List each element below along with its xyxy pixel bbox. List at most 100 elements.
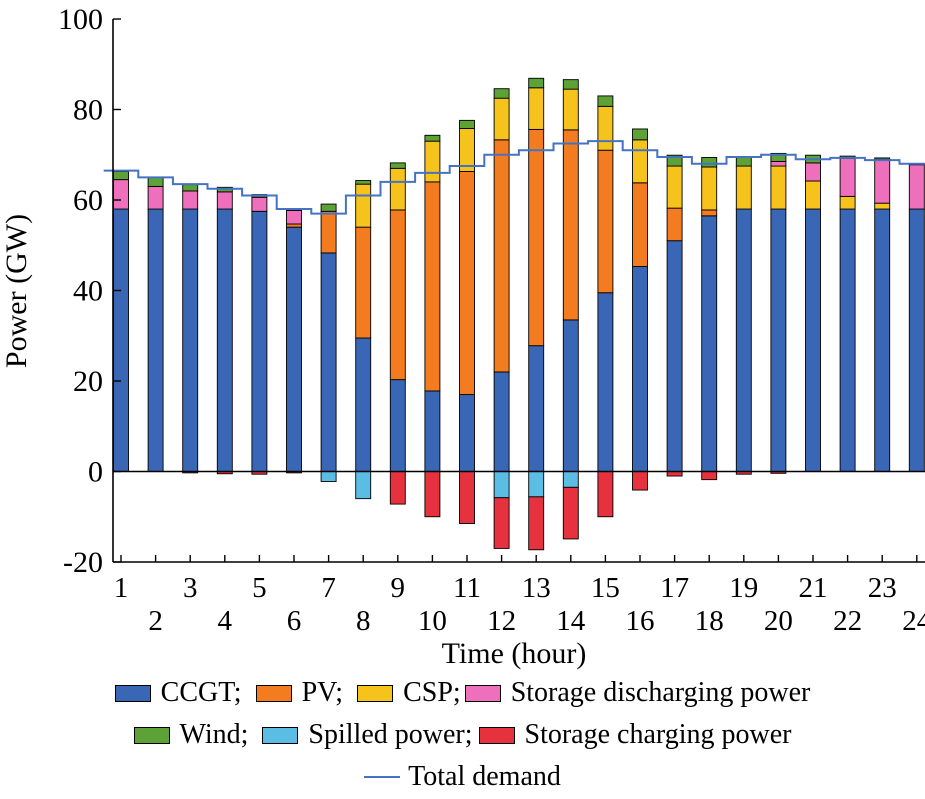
- legend-label-ccgt: CCGT;: [160, 677, 242, 708]
- bar-csp-15: [597, 105, 614, 151]
- bar-pv-15: [597, 149, 614, 294]
- bar-pv-14: [562, 129, 579, 321]
- bar-csp-11: [459, 128, 475, 172]
- bar-storage-charging-power-10: [424, 471, 441, 518]
- legend-row-3: Total demand: [0, 761, 925, 793]
- bar-spilled-power-8: [355, 471, 372, 500]
- x-tick-label-13: 13: [522, 572, 551, 604]
- bar-storage-discharging-power-22: [839, 157, 856, 197]
- legend-item-ccgt: CCGT;: [114, 677, 242, 709]
- legend-swatch-wind: [133, 726, 170, 744]
- legend-label-csp: CSP;: [403, 677, 461, 708]
- x-tick-label-6: 6: [287, 605, 302, 637]
- bar-pv-13: [528, 128, 545, 347]
- legend-label-total-demand: Total demand: [408, 761, 561, 792]
- legend-swatch-ccgt: [114, 684, 151, 702]
- x-tick-label-19: 19: [729, 572, 758, 604]
- bar-csp-21: [805, 180, 821, 210]
- bar-storage-charging-power-16: [632, 471, 648, 491]
- x-tick-label-18: 18: [695, 605, 724, 637]
- legend-label-storage-discharging: Storage discharging power: [510, 677, 811, 708]
- legend-item-spilled: Spilled power;: [262, 719, 473, 751]
- bar-wind-14: [562, 79, 579, 90]
- bar-csp-19: [735, 165, 752, 210]
- legend-swatch-spilled: [262, 726, 299, 744]
- bar-wind-3: [182, 184, 199, 192]
- x-tick-label-8: 8: [356, 605, 371, 637]
- bar-storage-charging-power-14: [562, 486, 579, 540]
- bar-pv-10: [424, 181, 441, 392]
- bar-ccgt-14: [562, 319, 579, 472]
- bar-pv-11: [459, 171, 475, 396]
- legend-swatch-csp: [357, 684, 394, 702]
- bar-csp-9: [389, 167, 406, 211]
- legend-item-total-demand: Total demand: [364, 761, 561, 793]
- y-tick-label-100: 100: [58, 3, 103, 36]
- x-tick-label-10: 10: [418, 605, 447, 637]
- bar-csp-17: [666, 165, 683, 209]
- x-tick-label-15: 15: [591, 572, 620, 604]
- bar-spilled-power-12: [493, 471, 510, 499]
- bar-csp-12: [493, 97, 510, 141]
- bar-ccgt-15: [597, 292, 614, 472]
- legend-swatch-storage-charging: [478, 726, 515, 744]
- bar-ccgt-24: [908, 208, 925, 472]
- x-tick-label-22: 22: [833, 605, 862, 637]
- bar-ccgt-20: [770, 208, 787, 472]
- bar-wind-12: [493, 88, 510, 99]
- bar-ccgt-18: [701, 215, 718, 472]
- bar-csp-23: [874, 202, 891, 210]
- bar-ccgt-7: [320, 252, 337, 472]
- legend-label-spilled: Spilled power;: [308, 719, 473, 750]
- bar-wind-23: [874, 157, 891, 160]
- bar-storage-discharging-power-21: [805, 162, 821, 182]
- bar-ccgt-12: [493, 371, 510, 472]
- bar-storage-discharging-power-23: [874, 158, 891, 204]
- bar-storage-discharging-power-3: [182, 190, 199, 210]
- bar-spilled-power-14: [562, 471, 579, 488]
- x-tick-label-1: 1: [114, 572, 129, 604]
- legend-item-pv: PV;: [255, 677, 344, 709]
- bar-storage-discharging-power-20: [770, 161, 787, 167]
- bar-storage-discharging-power-1: [113, 179, 129, 210]
- y-tick-label-80: 80: [73, 94, 103, 127]
- bar-spilled-power-7: [320, 471, 337, 482]
- bar-csp-20: [770, 165, 787, 210]
- bar-storage-discharging-power-4: [216, 191, 233, 210]
- bar-storage-discharging-power-24: [908, 164, 925, 210]
- bar-storage-charging-power-18: [701, 471, 718, 481]
- x-axis-label: Time (hour): [442, 637, 587, 670]
- bar-csp-10: [424, 140, 441, 183]
- legend-label-pv: PV;: [301, 677, 344, 708]
- bar-pv-16: [632, 182, 648, 267]
- bar-storage-discharging-power-6: [286, 209, 302, 225]
- bar-pv-6: [286, 223, 302, 228]
- x-tick-label-9: 9: [391, 572, 406, 604]
- bars-group: [113, 77, 925, 551]
- legend-swatch-pv: [255, 684, 292, 702]
- x-tick-label-20: 20: [764, 605, 793, 637]
- legend-swatch-total-demand: [364, 776, 401, 778]
- bar-wind-9: [389, 162, 406, 169]
- bar-wind-11: [459, 119, 475, 129]
- total-demand-line: [103, 140, 925, 215]
- x-tick-label-11: 11: [453, 572, 481, 604]
- legend-label-storage-charging: Storage charging power: [524, 719, 792, 750]
- bar-wind-1: [113, 171, 129, 181]
- x-tick-label-2: 2: [148, 605, 163, 637]
- bar-ccgt-21: [805, 208, 821, 472]
- bar-wind-7: [320, 203, 337, 212]
- bar-wind-10: [424, 134, 441, 142]
- legend-item-wind: Wind;: [133, 719, 249, 751]
- bar-csp-16: [632, 139, 648, 184]
- bar-pv-7: [320, 210, 337, 254]
- bar-storage-discharging-power-5: [251, 196, 268, 212]
- bar-wind-2: [147, 176, 164, 187]
- bar-ccgt-23: [874, 208, 891, 472]
- y-tick-label-0: 0: [88, 456, 103, 489]
- bar-csp-8: [355, 183, 372, 228]
- bar-wind-15: [597, 95, 614, 107]
- legend-label-wind: Wind;: [179, 719, 249, 750]
- bar-ccgt-13: [528, 345, 545, 472]
- x-tick-label-4: 4: [218, 605, 233, 637]
